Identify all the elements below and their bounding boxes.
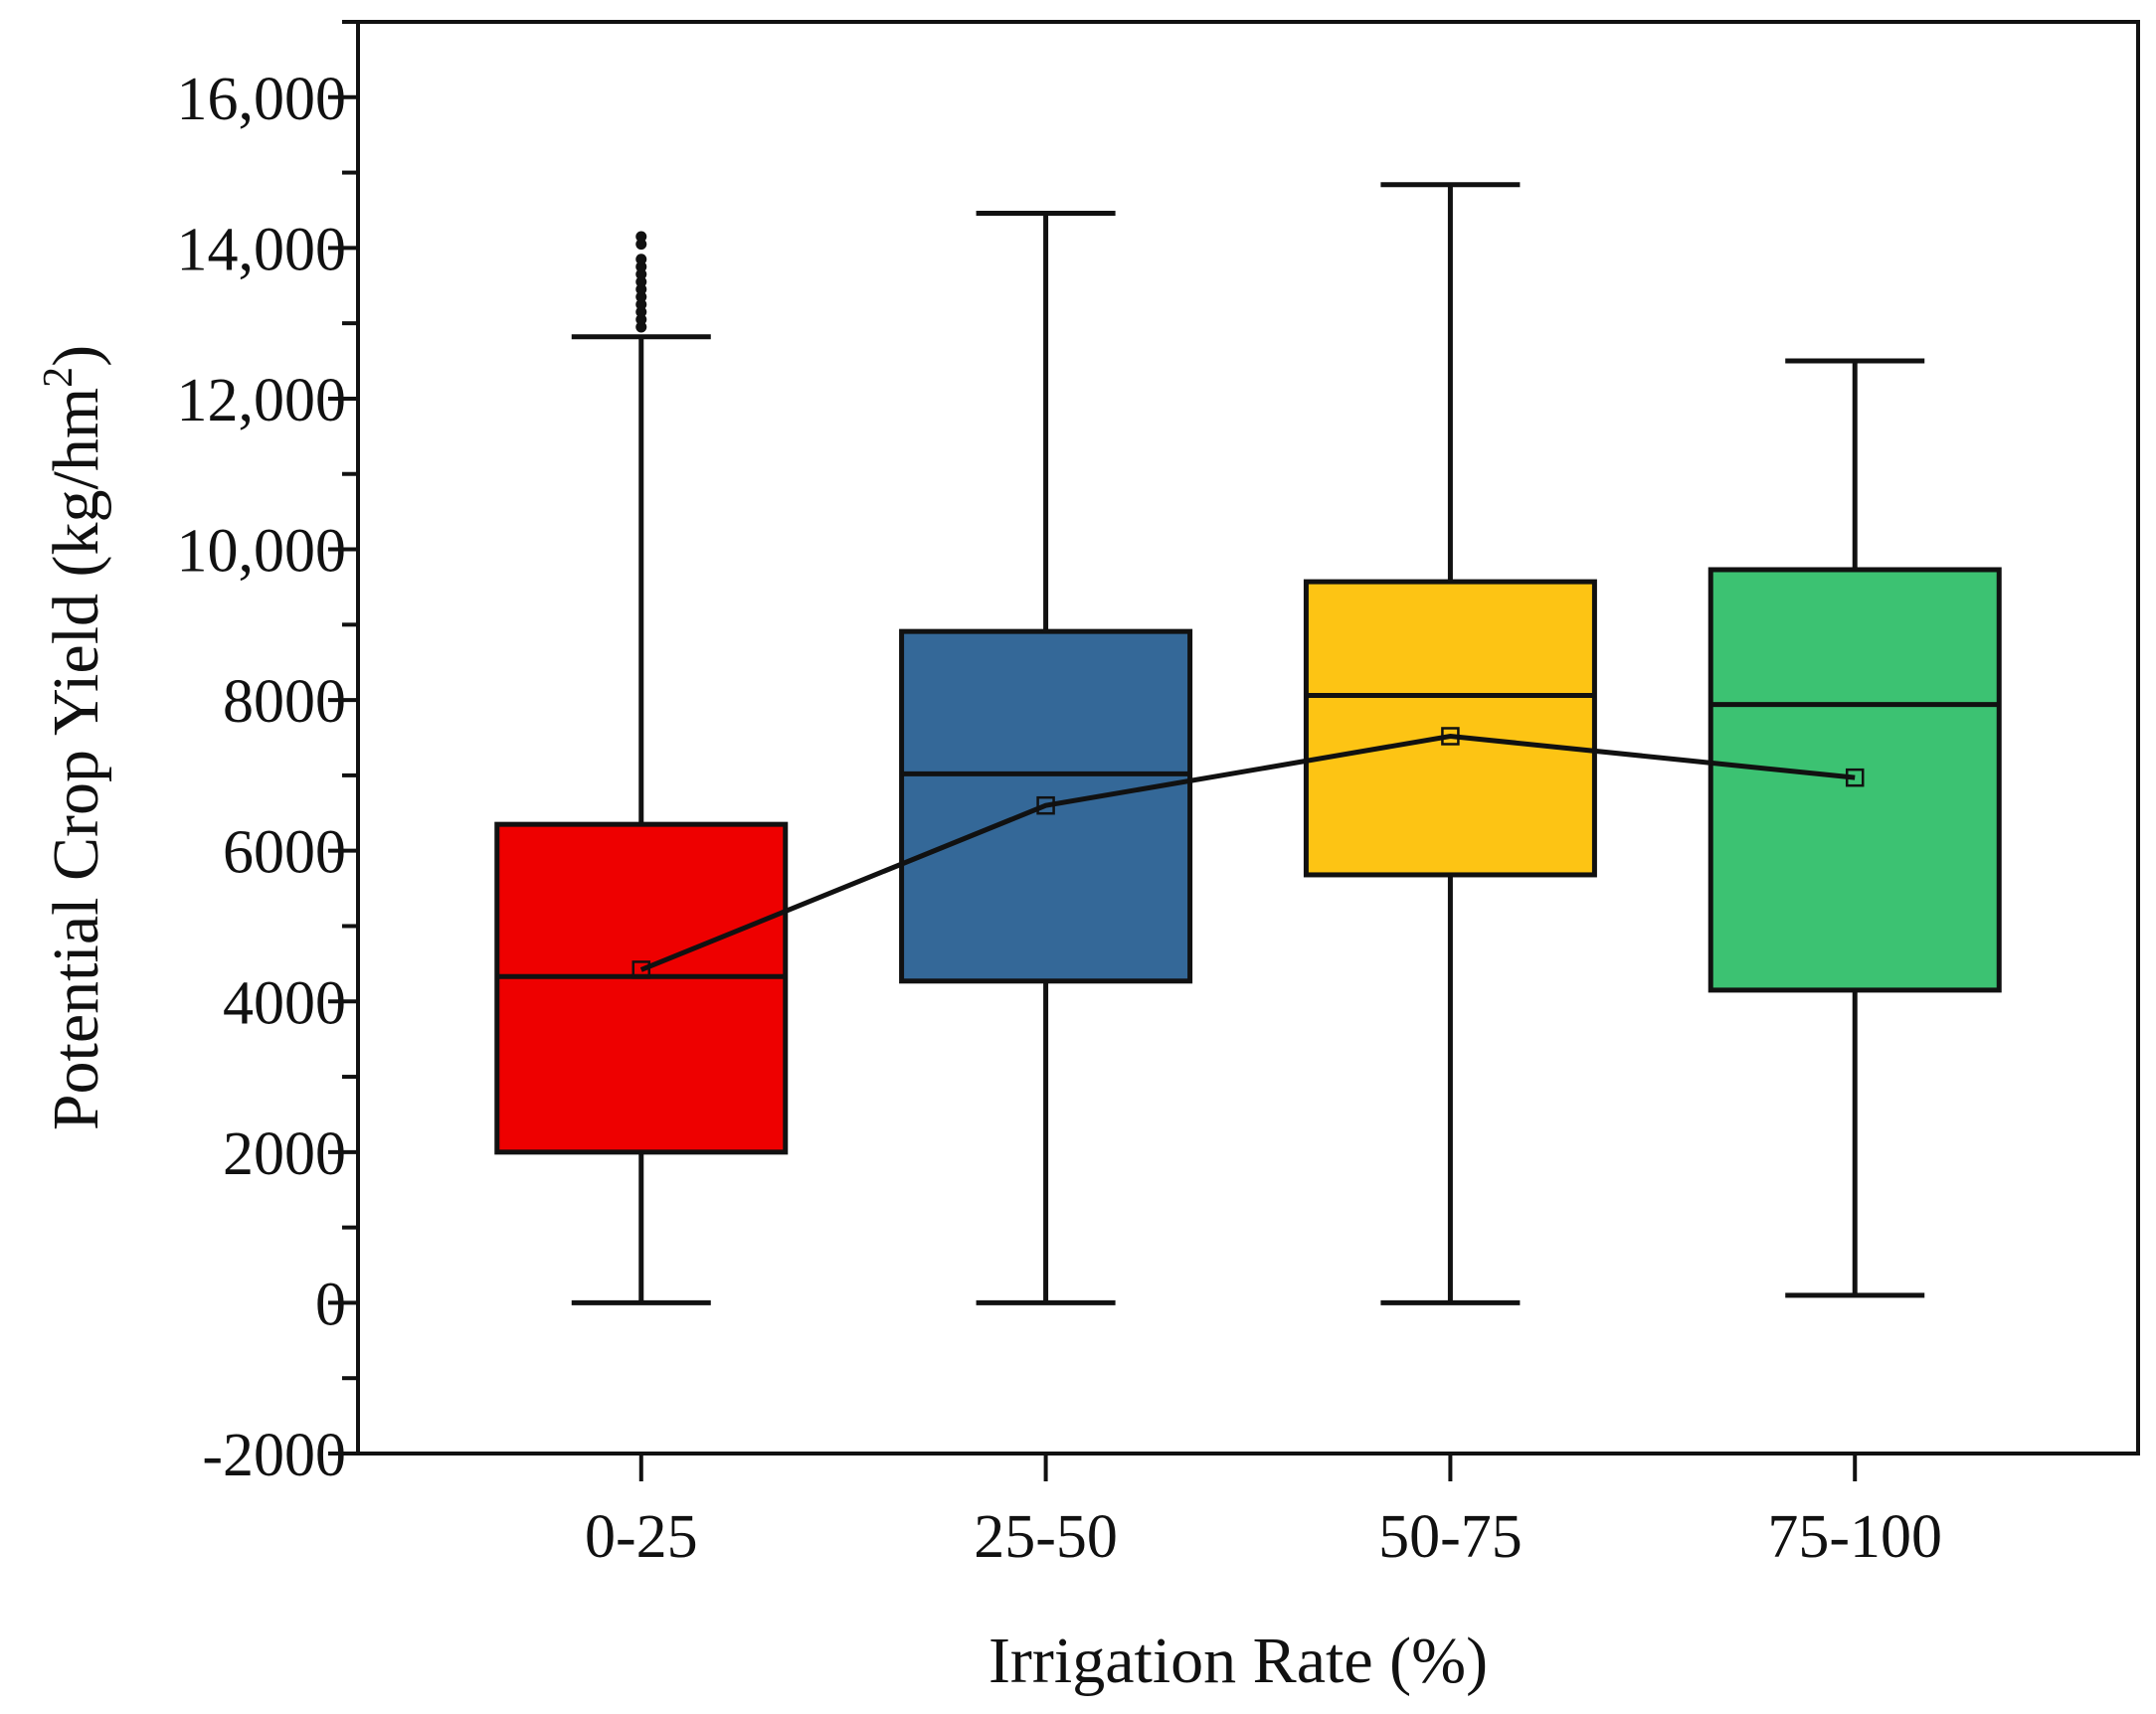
box-group-25-50: [899, 211, 1193, 1305]
y-tick-label: 2000: [223, 1120, 346, 1188]
outlier-point: [635, 268, 647, 280]
mean-marker: [1441, 727, 1460, 746]
outlier-point: [635, 291, 647, 303]
y-tick-label: 8000: [223, 668, 346, 736]
box-group-0-25: [494, 231, 789, 1305]
outlier-point: [635, 321, 647, 333]
outlier-point: [635, 298, 647, 310]
mean-marker: [631, 960, 651, 979]
y-tick-label: -2000: [202, 1422, 346, 1489]
outlier-point: [635, 231, 647, 243]
x-tick-label: 25-50: [974, 1503, 1118, 1571]
x-tick-label: 0-25: [585, 1503, 698, 1571]
y-axis-title: Potential Crop Yield (kg/hm2): [36, 345, 112, 1130]
outlier-point: [635, 306, 647, 318]
box-0-25: [494, 821, 789, 1155]
y-tick-label: 12,000: [177, 367, 347, 434]
mean-marker: [1845, 768, 1865, 787]
y-tick-label: 10,000: [177, 518, 347, 586]
y-tick-label: 0: [315, 1271, 346, 1338]
outlier-point: [635, 254, 647, 265]
x-axis-title: Irrigation Rate (%): [988, 1625, 1488, 1697]
outlier-point: [635, 260, 647, 272]
y-tick-label: 4000: [223, 969, 346, 1037]
outlier-point: [635, 283, 647, 295]
y-tick-label: 16,000: [177, 66, 347, 133]
outlier-point: [635, 275, 647, 287]
plot-frame: [356, 20, 2140, 1456]
mean-marker: [1036, 795, 1055, 815]
box-group-75-100: [1707, 358, 2002, 1298]
outlier-point: [635, 239, 647, 251]
box-75-100: [1707, 567, 2002, 993]
x-tick-label: 50-75: [1378, 1503, 1523, 1571]
y-tick-label: 6000: [223, 819, 346, 887]
mean-line: [639, 733, 1856, 972]
y-tick-label: 14,000: [177, 216, 347, 283]
outlier-point: [635, 313, 647, 325]
x-tick-label: 75-100: [1767, 1503, 1942, 1571]
